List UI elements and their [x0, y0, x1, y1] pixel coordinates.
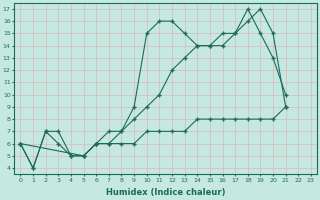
X-axis label: Humidex (Indice chaleur): Humidex (Indice chaleur)	[106, 188, 225, 197]
